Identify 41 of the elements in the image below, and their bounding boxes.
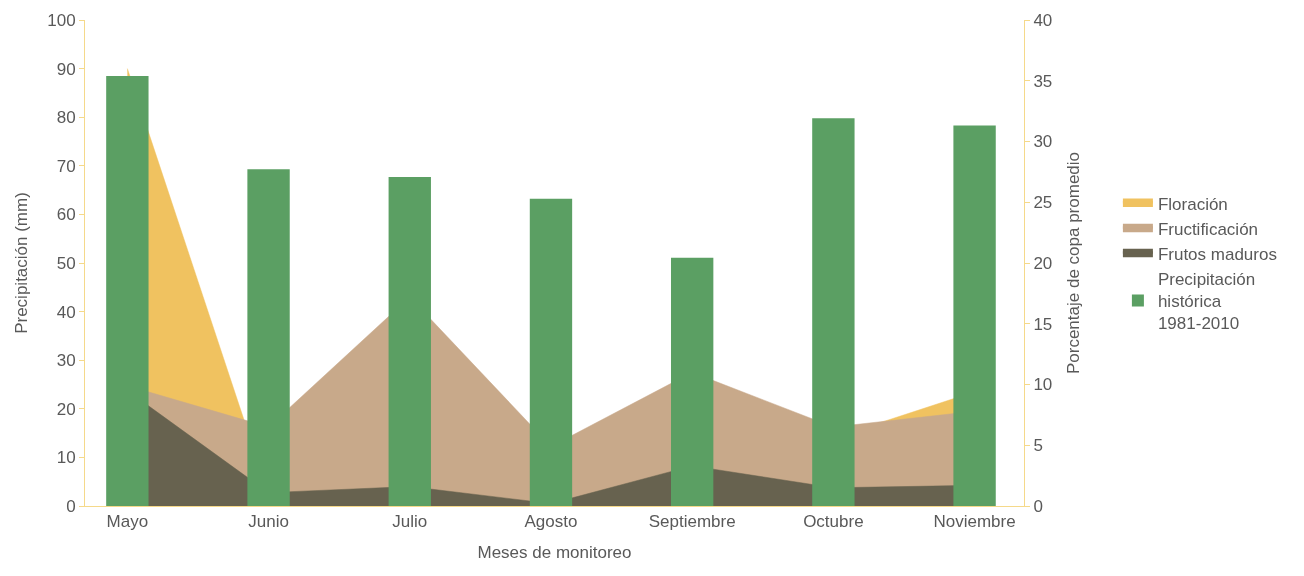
y2-tick-label: 10 xyxy=(1033,375,1053,395)
bar xyxy=(106,75,149,506)
legend-label: Frutos maduros xyxy=(1157,244,1277,264)
x-tick-label: Noviembre xyxy=(933,512,1016,532)
y-tick-label: 80 xyxy=(56,108,76,128)
bar xyxy=(812,118,855,506)
y2-tick-label: 35 xyxy=(1033,71,1053,91)
bar xyxy=(529,198,573,506)
x-axis-title: Meses de monitoreo xyxy=(477,542,632,562)
y-tick-label: 0 xyxy=(66,496,76,516)
x-tick-label: Septiembre xyxy=(648,512,736,532)
y2-tick-label: 15 xyxy=(1033,314,1053,334)
legend-label: Fructificación xyxy=(1157,219,1259,239)
y2-tick-label: 40 xyxy=(1033,10,1053,30)
y2-tick-label: 5 xyxy=(1033,436,1043,456)
legend-label: Precipitación histórica 1981-2010 xyxy=(1157,269,1256,334)
x-tick-label: Agosto xyxy=(524,512,578,532)
x-tick-label: Julio xyxy=(392,512,428,532)
x-tick-label: Mayo xyxy=(106,512,149,532)
x-tick-label: Junio xyxy=(248,512,289,532)
y2-tick-label: 20 xyxy=(1033,253,1053,273)
y2-axis-title: Porcentaje de copa promedio xyxy=(1063,151,1083,375)
y-tick-label: 100 xyxy=(47,10,76,30)
bar xyxy=(247,169,290,506)
y-tick-label: 20 xyxy=(56,399,76,419)
legend-label: Floración xyxy=(1157,194,1228,214)
bar xyxy=(388,176,431,506)
bar xyxy=(670,257,714,506)
y-axis-title: Precipitación (mm) xyxy=(11,192,31,334)
y-tick-label: 10 xyxy=(56,448,76,468)
y-tick-label: 30 xyxy=(56,351,76,371)
x-tick-label: Octubre xyxy=(803,512,864,532)
y2-tick-label: 25 xyxy=(1033,193,1053,213)
y-tick-label: 60 xyxy=(56,205,76,225)
y-tick-label: 50 xyxy=(56,253,76,273)
y2-tick-label: 0 xyxy=(1033,496,1043,516)
y-tick-label: 40 xyxy=(56,302,76,322)
bar xyxy=(953,125,996,506)
y-tick-label: 70 xyxy=(56,156,76,176)
y-tick-label: 90 xyxy=(56,59,76,79)
y2-tick-label: 30 xyxy=(1033,132,1053,152)
